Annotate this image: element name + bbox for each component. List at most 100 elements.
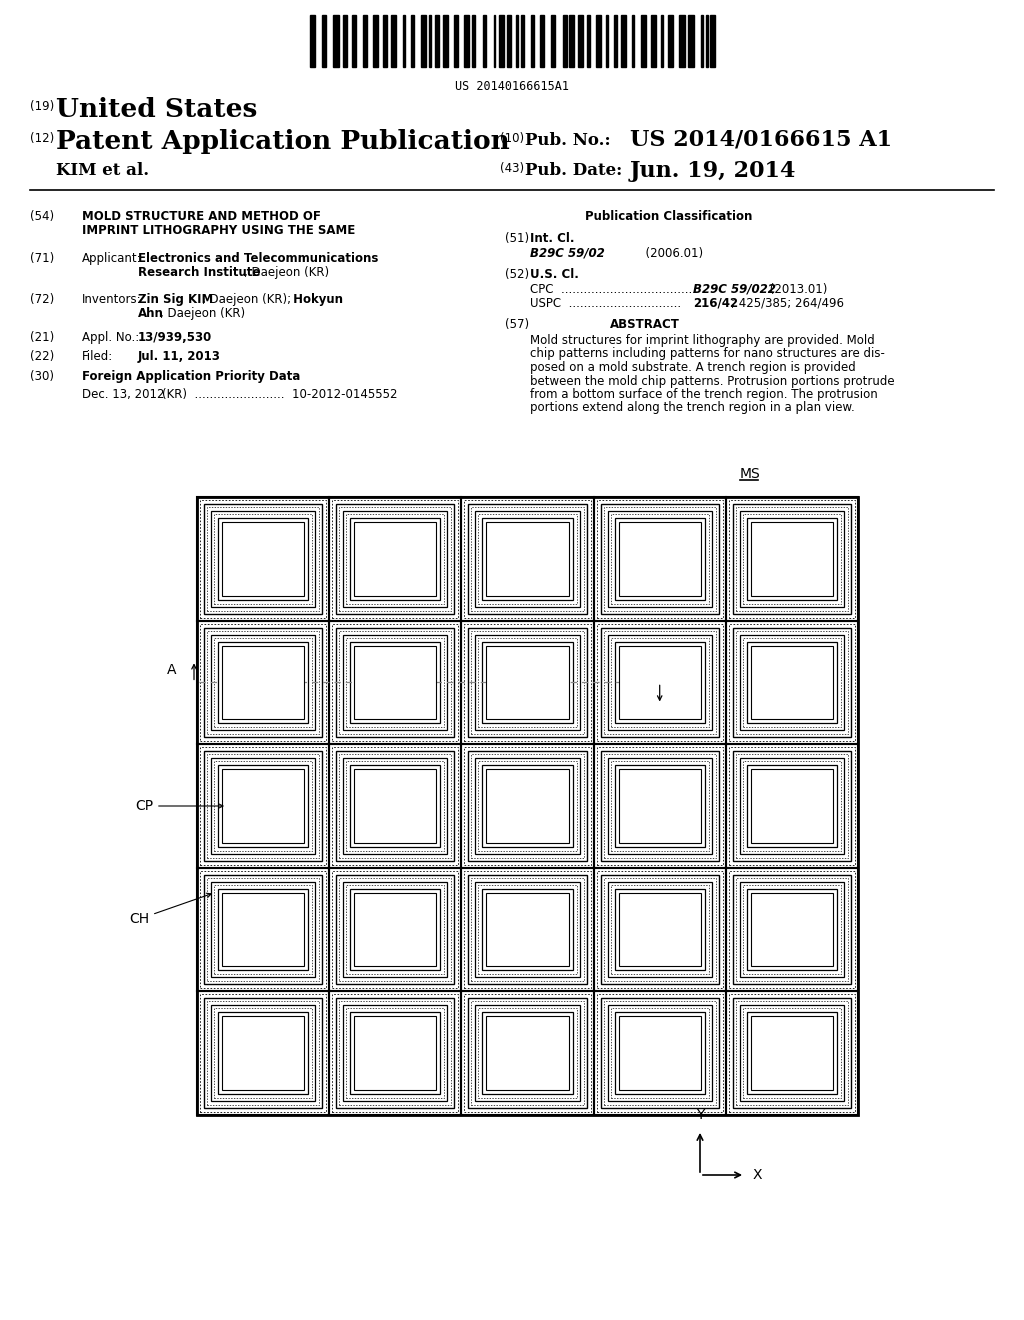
Text: US 20140166615A1: US 20140166615A1 bbox=[455, 81, 569, 92]
Bar bbox=[211, 635, 315, 730]
Bar bbox=[739, 1006, 844, 1101]
Bar bbox=[610, 762, 709, 851]
Bar bbox=[607, 758, 712, 854]
Bar bbox=[736, 754, 848, 858]
Text: (52): (52) bbox=[505, 268, 529, 281]
Bar bbox=[751, 770, 833, 842]
Bar bbox=[472, 15, 475, 67]
Bar bbox=[530, 15, 534, 67]
Bar bbox=[746, 1012, 837, 1094]
Bar bbox=[218, 1012, 308, 1094]
Bar bbox=[200, 500, 327, 618]
Bar bbox=[214, 762, 312, 851]
Bar bbox=[332, 747, 459, 865]
Bar bbox=[204, 875, 323, 985]
Bar bbox=[332, 500, 459, 618]
Bar bbox=[610, 1008, 709, 1098]
Bar bbox=[354, 770, 436, 842]
Bar bbox=[462, 620, 594, 744]
Bar bbox=[597, 747, 723, 865]
Bar bbox=[614, 1012, 705, 1094]
Bar bbox=[197, 498, 858, 1115]
Text: MOLD STRUCTURE AND METHOD OF: MOLD STRUCTURE AND METHOD OF bbox=[82, 210, 321, 223]
Bar bbox=[601, 875, 719, 985]
Bar bbox=[482, 517, 572, 599]
Bar bbox=[336, 627, 455, 737]
Bar bbox=[739, 511, 844, 607]
Bar bbox=[222, 892, 304, 966]
Bar bbox=[742, 1008, 841, 1098]
Bar bbox=[618, 770, 700, 842]
Bar bbox=[354, 645, 436, 719]
Text: A: A bbox=[167, 664, 176, 677]
Text: Inventors:: Inventors: bbox=[82, 293, 141, 306]
Bar bbox=[614, 517, 705, 599]
Bar bbox=[618, 892, 700, 966]
Text: from a bottom surface of the trench region. The protrusion: from a bottom surface of the trench regi… bbox=[530, 388, 878, 401]
Bar bbox=[329, 867, 462, 991]
Bar bbox=[333, 15, 339, 67]
Bar bbox=[733, 504, 851, 614]
Bar bbox=[204, 627, 323, 737]
Bar bbox=[465, 871, 591, 989]
Text: USPC  ..............................: USPC .............................. bbox=[530, 297, 681, 310]
Bar bbox=[336, 504, 455, 614]
Text: (21): (21) bbox=[30, 331, 54, 345]
Bar bbox=[739, 882, 844, 977]
Bar bbox=[579, 15, 583, 67]
Bar bbox=[726, 744, 858, 867]
Bar bbox=[594, 620, 726, 744]
Bar bbox=[339, 754, 452, 858]
Text: MS: MS bbox=[740, 467, 761, 480]
Bar bbox=[729, 747, 855, 865]
Bar bbox=[610, 638, 709, 727]
Bar bbox=[211, 511, 315, 607]
Bar bbox=[486, 1016, 568, 1090]
Text: (10): (10) bbox=[500, 132, 524, 145]
Bar bbox=[736, 878, 848, 981]
Bar bbox=[332, 623, 459, 742]
Text: Int. Cl.: Int. Cl. bbox=[530, 232, 574, 246]
Bar bbox=[597, 994, 723, 1111]
Bar bbox=[222, 770, 304, 842]
Bar bbox=[465, 500, 591, 618]
Text: portions extend along the trench region in a plan view.: portions extend along the trench region … bbox=[530, 401, 855, 414]
Bar bbox=[403, 15, 406, 67]
Bar bbox=[339, 878, 452, 981]
Bar bbox=[614, 766, 705, 847]
Bar bbox=[421, 15, 426, 67]
Bar bbox=[343, 1006, 447, 1101]
Bar bbox=[736, 631, 848, 734]
Bar bbox=[329, 498, 462, 620]
Bar bbox=[343, 15, 347, 67]
Text: , Daejeon (KR): , Daejeon (KR) bbox=[244, 267, 329, 279]
Bar bbox=[739, 758, 844, 854]
Bar bbox=[362, 15, 368, 67]
Bar bbox=[486, 521, 568, 595]
Text: Pub. No.:: Pub. No.: bbox=[525, 132, 610, 149]
Bar bbox=[354, 892, 436, 966]
Text: (22): (22) bbox=[30, 350, 54, 363]
Bar bbox=[346, 1008, 444, 1098]
Text: Publication Classification: Publication Classification bbox=[585, 210, 753, 223]
Bar bbox=[332, 994, 459, 1111]
Text: Appl. No.:: Appl. No.: bbox=[82, 331, 139, 345]
Bar bbox=[343, 882, 447, 977]
Bar bbox=[323, 15, 326, 67]
Text: between the mold chip patterns. Protrusion portions protrude: between the mold chip patterns. Protrusi… bbox=[530, 375, 895, 388]
Bar bbox=[464, 15, 469, 67]
Bar bbox=[350, 517, 440, 599]
Bar bbox=[475, 758, 580, 854]
Bar bbox=[478, 1008, 577, 1098]
Bar bbox=[618, 645, 700, 719]
Text: Applicant:: Applicant: bbox=[82, 252, 141, 265]
Bar bbox=[373, 15, 378, 67]
Bar bbox=[746, 888, 837, 970]
Bar bbox=[742, 762, 841, 851]
Bar bbox=[482, 1012, 572, 1094]
Text: (54): (54) bbox=[30, 210, 54, 223]
Bar bbox=[742, 884, 841, 974]
Bar bbox=[478, 513, 577, 603]
Bar bbox=[197, 620, 329, 744]
Bar bbox=[618, 1016, 700, 1090]
